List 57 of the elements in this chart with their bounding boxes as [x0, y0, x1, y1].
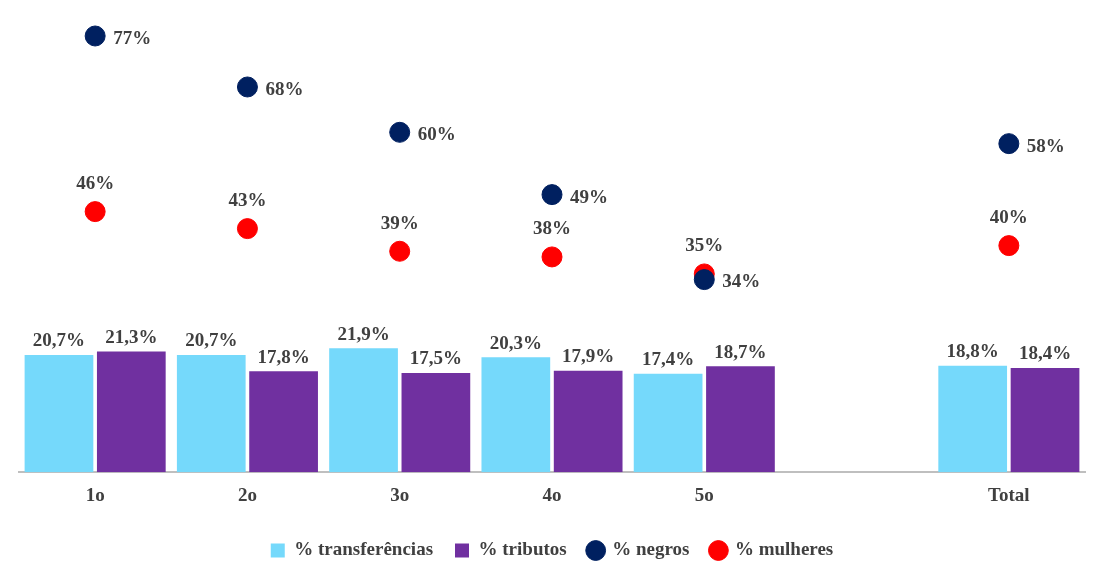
legend-label: % transferências — [294, 538, 434, 560]
bar — [24, 354, 94, 473]
data-label: 18,8% — [946, 340, 999, 362]
bar — [481, 357, 551, 473]
x-tick-label: 3o — [390, 483, 410, 505]
bar — [1010, 367, 1080, 473]
point — [389, 240, 411, 262]
bar — [706, 366, 775, 473]
bar — [329, 348, 398, 473]
bar — [553, 370, 623, 473]
point — [236, 218, 258, 240]
point — [236, 76, 258, 98]
data-label: 21,9% — [337, 322, 390, 344]
data-label: 58% — [1026, 134, 1065, 156]
bar — [633, 373, 703, 473]
bar — [176, 354, 246, 473]
point — [998, 133, 1020, 155]
data-label: 46% — [76, 172, 115, 194]
data-label: 60% — [417, 123, 456, 145]
data-label: 20,7% — [32, 329, 86, 351]
legend-label: % tributos — [478, 538, 567, 560]
bar — [401, 373, 471, 473]
data-label: 68% — [265, 77, 304, 99]
data-label: 39% — [380, 211, 419, 233]
bar — [249, 371, 318, 473]
point — [84, 25, 106, 47]
data-label: 43% — [228, 189, 267, 211]
data-label: 18,4% — [1018, 342, 1072, 364]
point — [693, 269, 715, 291]
legend-label: % mulheres — [734, 538, 834, 560]
x-tick-label: 5o — [694, 483, 714, 505]
x-tick-label: 2o — [237, 483, 257, 505]
point — [998, 235, 1020, 257]
x-tick-label: 1o — [85, 483, 105, 505]
x-tick-label: Total — [988, 483, 1030, 505]
data-label: 49% — [570, 185, 608, 207]
data-label: 17,9% — [562, 345, 615, 367]
point — [389, 121, 411, 143]
data-label: 38% — [533, 217, 571, 239]
data-label: 17,8% — [257, 345, 310, 367]
x-tick-label: 4o — [542, 483, 562, 505]
bar — [96, 351, 166, 473]
data-label: 77% — [113, 26, 152, 48]
data-label: 17,4% — [641, 348, 695, 370]
data-label: 21,3% — [105, 325, 158, 347]
data-label: 20,7% — [185, 329, 238, 351]
data-label: 34% — [722, 270, 761, 292]
data-label: 35% — [685, 234, 724, 256]
point — [84, 201, 106, 223]
point — [541, 184, 563, 206]
data-label: 40% — [989, 206, 1028, 228]
data-label: 18,7% — [714, 340, 767, 362]
point — [541, 246, 563, 268]
data-label: 17,5% — [409, 347, 463, 369]
data-label: 20,3% — [489, 331, 542, 353]
legend-label: % negros — [612, 538, 690, 560]
bar — [938, 365, 1008, 473]
